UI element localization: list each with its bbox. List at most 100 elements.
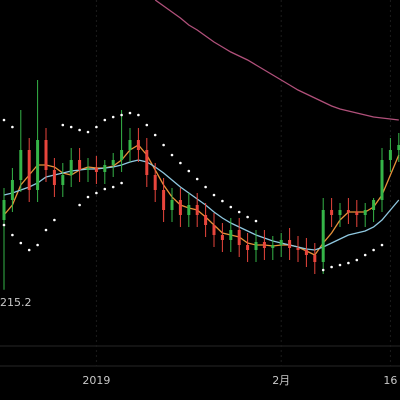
candle-body — [19, 150, 23, 180]
candle-body — [313, 255, 317, 262]
band-dot — [53, 218, 56, 222]
candle-body — [296, 248, 300, 250]
band-dot — [78, 128, 81, 132]
band-dot — [179, 161, 182, 165]
band-dot — [2, 223, 6, 227]
candle-body — [330, 210, 334, 215]
band-dot — [111, 185, 115, 189]
band-dot — [11, 233, 14, 237]
band-dot — [246, 215, 249, 219]
candle-body — [44, 140, 48, 170]
band-dot — [61, 123, 65, 127]
candle-body — [262, 242, 266, 248]
candle-body — [120, 150, 124, 160]
candle-body — [111, 160, 115, 165]
band-dot — [103, 118, 107, 122]
candle-body — [338, 210, 342, 215]
candle-body — [355, 212, 359, 215]
candle-body — [136, 140, 140, 150]
candle-body — [170, 200, 174, 210]
x-tick-label: 2月 — [272, 374, 290, 387]
band-dot — [355, 258, 359, 262]
candle-body — [2, 200, 6, 220]
ma-line — [154, 0, 399, 121]
band-dot — [120, 113, 123, 117]
band-dot — [237, 210, 241, 214]
band-dot — [212, 193, 216, 197]
candle-body — [204, 215, 208, 225]
band-dot — [36, 243, 39, 247]
band-dot — [380, 243, 384, 247]
min-label: 3215.2 — [0, 296, 32, 309]
candle-body — [94, 168, 98, 172]
band-dot — [11, 125, 14, 129]
band-dot — [145, 123, 149, 127]
candle-body — [237, 230, 241, 245]
band-dot — [128, 111, 132, 115]
candle-body — [61, 175, 65, 185]
band-dot — [78, 203, 81, 207]
candle-body — [346, 210, 350, 212]
candle-body — [187, 205, 191, 215]
band-dot — [103, 187, 107, 191]
band-dot — [27, 248, 31, 252]
candle-body — [388, 150, 392, 160]
candle-body — [78, 160, 82, 170]
candle-body — [212, 225, 216, 235]
candle-body — [271, 245, 275, 248]
candle-body — [304, 250, 308, 255]
candle-body — [254, 242, 258, 250]
band-dot — [187, 169, 191, 173]
band-dot — [221, 199, 224, 203]
band-dot — [95, 125, 98, 129]
candle-body — [162, 190, 166, 210]
candle-body — [380, 160, 384, 200]
band-dot — [86, 130, 90, 134]
candle-body — [229, 230, 233, 240]
x-tick-label: 2019 — [82, 374, 110, 387]
band-dot — [19, 241, 23, 245]
band-dot — [195, 177, 199, 181]
band-dot — [204, 185, 207, 189]
candle-body — [153, 175, 157, 190]
candle-body — [279, 240, 283, 245]
candle-body — [246, 245, 250, 250]
candle-body — [36, 140, 40, 190]
candle-body — [397, 145, 400, 150]
band-dot — [162, 143, 165, 147]
band-dot — [229, 205, 233, 209]
band-dot — [111, 115, 115, 119]
band-dot — [120, 181, 123, 185]
candle-body — [128, 140, 132, 150]
candle-body — [145, 150, 149, 175]
candle-body — [103, 165, 107, 172]
candle-body — [69, 160, 73, 175]
candle-body — [178, 200, 182, 215]
band-dot — [363, 253, 367, 257]
candle-body — [363, 210, 367, 215]
band-dot — [170, 153, 174, 157]
band-dot — [86, 195, 90, 199]
candle-body — [372, 200, 376, 210]
band-dot — [44, 228, 48, 232]
candle-body — [27, 150, 31, 190]
candle-body — [321, 210, 325, 262]
band-dot — [137, 113, 140, 117]
band-dot — [153, 133, 157, 137]
candle-body — [10, 180, 14, 200]
band-dot — [321, 268, 325, 272]
band-dot — [254, 219, 258, 223]
x-tick-label: 16 — [383, 374, 397, 387]
candle-body — [220, 235, 224, 240]
band-dot — [95, 191, 98, 195]
candle-body — [52, 170, 56, 185]
band-dot — [347, 261, 350, 265]
band-dot — [69, 125, 73, 129]
band-dot — [372, 248, 375, 252]
candle-body — [288, 240, 292, 248]
band-dot — [338, 263, 342, 267]
candle-body — [86, 168, 90, 170]
candle-body — [195, 205, 199, 215]
band-dot — [2, 118, 6, 122]
